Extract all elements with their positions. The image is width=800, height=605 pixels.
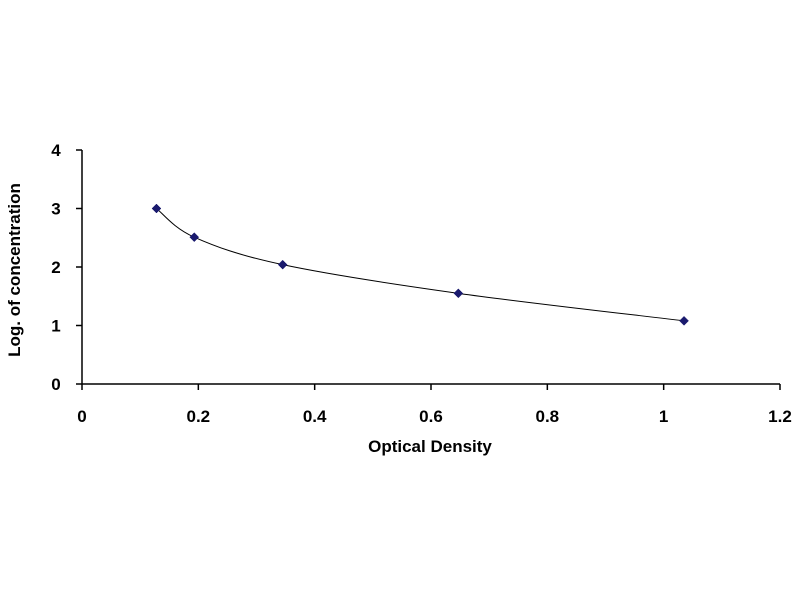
x-tick-label: 0.4 <box>303 407 327 426</box>
y-tick-label: 3 <box>51 200 60 219</box>
y-axis-title: Log. of concentration <box>5 183 24 357</box>
x-tick-label: 1 <box>659 407 668 426</box>
x-tick-label: 1.2 <box>768 407 792 426</box>
tick-group: 0 0.2 0.4 0.6 0.8 1 1.2 0 1 2 3 4 <box>51 141 792 426</box>
y-tick-label: 4 <box>51 141 61 160</box>
x-axis-title: Optical Density <box>368 437 492 456</box>
data-point <box>679 315 689 326</box>
y-tick-label: 0 <box>51 375 60 394</box>
x-tick-label: 0.6 <box>419 407 443 426</box>
data-point <box>453 288 464 299</box>
y-tick-label: 2 <box>51 258 60 277</box>
x-tick-label: 0.8 <box>536 407 560 426</box>
data-point <box>189 232 200 243</box>
x-tick-label: 0 <box>77 407 86 426</box>
data-point <box>151 203 162 214</box>
y-tick-label: 1 <box>51 317 60 336</box>
trend-line <box>156 208 685 322</box>
x-tick-label: 0.2 <box>187 407 211 426</box>
data-point <box>277 259 288 270</box>
data-points <box>151 203 689 326</box>
